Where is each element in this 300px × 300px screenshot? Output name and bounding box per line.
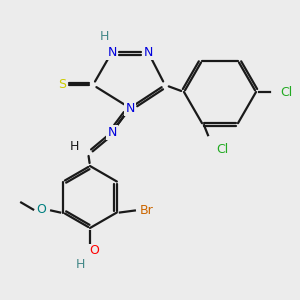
Text: S: S xyxy=(58,79,66,92)
Text: H: H xyxy=(69,140,79,152)
Text: H: H xyxy=(99,29,109,43)
Text: H: H xyxy=(75,257,85,271)
Text: N: N xyxy=(143,46,153,59)
Text: N: N xyxy=(107,46,117,59)
Text: Br: Br xyxy=(140,204,154,217)
Text: N: N xyxy=(107,125,117,139)
Text: O: O xyxy=(36,203,46,216)
Text: N: N xyxy=(125,101,135,115)
Text: Cl: Cl xyxy=(280,85,292,98)
Text: O: O xyxy=(89,244,99,257)
Text: Cl: Cl xyxy=(216,143,228,156)
